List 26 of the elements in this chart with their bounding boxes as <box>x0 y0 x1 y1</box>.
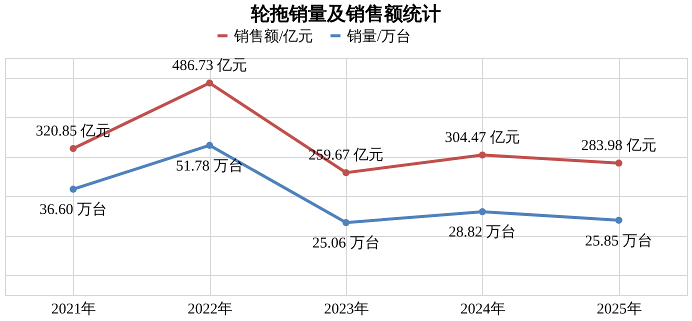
point <box>342 219 350 226</box>
data-label: 25.85 万台 <box>585 232 653 250</box>
data-label: 486.73 亿元 <box>172 58 248 74</box>
x-tick-label: 2021年 <box>51 300 96 318</box>
x-tick-label: 2023年 <box>324 300 369 318</box>
x-tick-label: 2025年 <box>596 300 642 318</box>
data-label: 283.98 亿元 <box>581 138 656 154</box>
point <box>206 142 214 149</box>
point <box>70 186 77 193</box>
data-label: 25.06 万台 <box>312 234 380 252</box>
point <box>615 216 622 224</box>
point <box>478 151 486 159</box>
data-label: 51.78 万台 <box>176 157 244 174</box>
point <box>342 169 350 176</box>
data-label: 28.82 万台 <box>448 224 516 241</box>
legend-label: 销售额/亿元 <box>233 28 314 45</box>
x-tick-label: 2024年 <box>460 300 506 318</box>
point <box>206 79 214 87</box>
legend-label: 销量/万台 <box>346 28 412 45</box>
point <box>478 208 486 216</box>
data-label: 304.47 亿元 <box>444 130 520 146</box>
point <box>70 144 77 152</box>
chart-title: 轮拖销量及销售额统计 <box>250 2 441 25</box>
data-label: 36.60 万台 <box>39 201 107 218</box>
point <box>615 160 622 167</box>
x-tick-label: 2022年 <box>188 300 233 318</box>
